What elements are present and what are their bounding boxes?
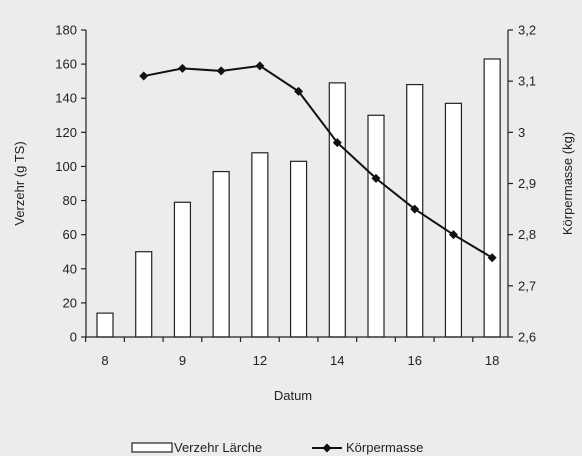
y-left-tick-label: 180: [55, 23, 77, 38]
bar-7: [367, 114, 385, 338]
line-point-5: [332, 138, 342, 148]
x-axis-title: Datum: [274, 388, 312, 403]
x-tick-label: 12: [253, 353, 267, 368]
x-tick-label: 14: [330, 353, 344, 368]
y-right-tick-label: 3,1: [518, 74, 536, 89]
bar-5: [289, 160, 308, 338]
line-point-0: [139, 71, 149, 81]
bar-0: [96, 312, 114, 338]
line-point-6: [371, 173, 381, 183]
line-point-7: [410, 204, 420, 214]
bar-6: [328, 82, 346, 338]
y-left-tick-label: 100: [55, 159, 77, 174]
bar-10: [483, 58, 501, 338]
bar-2: [173, 201, 192, 338]
y-left-tick-label: 60: [63, 227, 77, 242]
line-point-3: [255, 61, 265, 71]
x-tick-label: 18: [485, 353, 499, 368]
line-point-8: [448, 230, 458, 240]
legend-label-bars: Verzehr Lärche: [174, 440, 262, 455]
line-point-9: [487, 253, 497, 263]
x-tick-label: 16: [407, 353, 421, 368]
bar-4: [251, 152, 269, 338]
x-tick-label: 8: [101, 353, 108, 368]
y-right-tick-label: 2,8: [518, 227, 536, 242]
y-right-tick-label: 3,2: [518, 23, 536, 38]
legend-bar-swatch: [131, 442, 173, 453]
x-tick-label: 9: [179, 353, 186, 368]
y-right-tick-label: 2,7: [518, 278, 536, 293]
bar-3: [212, 170, 230, 338]
line-koerpermasse: [143, 64, 493, 259]
y-left-tick-label: 160: [55, 57, 77, 72]
y-left-tick-label: 80: [63, 193, 77, 208]
bar-1: [135, 251, 153, 338]
y-left-tick-label: 140: [55, 91, 77, 106]
y-axis-left-title: Verzehr (g TS): [12, 141, 27, 225]
y-left-tick-label: 120: [55, 125, 77, 140]
line-point-1: [177, 63, 187, 73]
bar-9: [444, 102, 463, 338]
y-left-tick-label: 20: [63, 295, 77, 310]
legend-line-marker: [322, 443, 332, 453]
y-left-tick-label: 0: [70, 330, 77, 345]
y-right-tick-label: 2,6: [518, 330, 536, 345]
y-right-tick-label: 3: [518, 125, 525, 140]
y-left-tick-label: 40: [63, 261, 77, 276]
y-axis-right-title: Körpermasse (kg): [560, 132, 575, 235]
line-point-4: [294, 86, 304, 96]
line-point-2: [216, 66, 226, 76]
legend-label-line: Körpermasse: [346, 440, 423, 455]
y-right-tick-label: 2,9: [518, 176, 536, 191]
